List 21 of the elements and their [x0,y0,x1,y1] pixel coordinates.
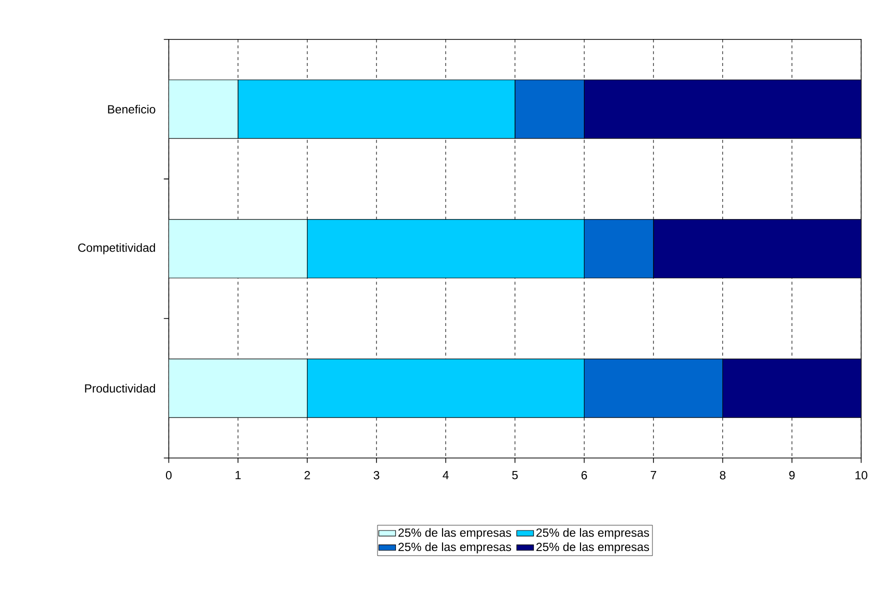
legend-label: 25% de las empresas [536,542,650,554]
x-tick-label: 2 [304,471,310,480]
y-tick-label: Beneficio [108,104,156,114]
legend-label: 25% de las empresas [398,528,512,540]
bar [168,80,238,139]
x-tick-label: 4 [442,471,449,480]
bar [168,219,308,278]
x-tick-label: 10 [856,471,868,480]
x-tick-label: 7 [650,471,656,480]
x-tick-label: 6 [582,471,587,480]
y-tick-label: Competitividad [78,243,155,254]
bar [168,358,308,418]
y-tick-label: Productividad [85,384,155,393]
x-tick-label: 3 [374,471,380,480]
legend-label: 25% de las empresas [536,528,650,540]
x-tick-label: 0 [166,471,172,480]
x-tick-label: 9 [789,471,795,480]
x-tick-label: 8 [720,471,726,480]
x-tick-label: 1 [236,471,241,480]
legend-label: 25% de las empresas [398,542,512,554]
x-tick-label: 5 [512,471,518,480]
